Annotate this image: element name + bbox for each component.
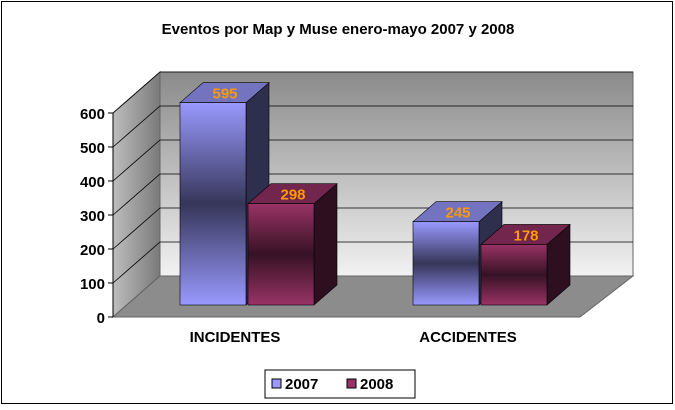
- x-tick-label: INCIDENTES: [190, 329, 281, 346]
- grid-line: [112, 71, 633, 114]
- bar-front: [412, 221, 480, 306]
- bar: [480, 223, 571, 306]
- bar: [179, 82, 270, 306]
- y-tick-label: 500: [80, 140, 105, 157]
- legend-label: 2008: [360, 376, 393, 393]
- bar-front: [480, 244, 548, 306]
- bar-side: [313, 183, 338, 306]
- legend: [264, 369, 416, 399]
- y-tick-label: 400: [80, 174, 105, 191]
- data-label: 595: [212, 86, 237, 103]
- legend-swatch: [346, 378, 357, 389]
- bar: [247, 183, 338, 306]
- data-label: 245: [445, 205, 470, 222]
- grid-line: [112, 105, 633, 148]
- y-tick-label: 600: [80, 106, 105, 123]
- x-tick-label: ACCIDENTES: [419, 329, 517, 346]
- grid-line: [112, 139, 633, 182]
- data-label: 178: [513, 227, 538, 244]
- y-tick-label: 300: [80, 208, 105, 225]
- y-tick-label: 100: [80, 276, 105, 293]
- y-tick-label: 200: [80, 242, 105, 259]
- legend-label: 2007: [285, 376, 318, 393]
- chart-title: Eventos por Map y Muse enero-mayo 2007 y…: [162, 21, 515, 38]
- legend-swatch: [271, 378, 282, 389]
- bar-front: [247, 203, 315, 306]
- bar-front: [179, 102, 247, 306]
- data-label: 298: [280, 187, 305, 204]
- y-tick-label: 0: [97, 310, 105, 327]
- grid-line: [112, 173, 633, 216]
